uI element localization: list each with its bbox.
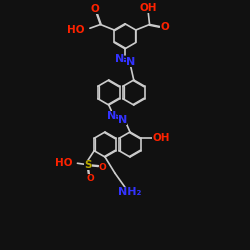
Text: OH: OH	[152, 133, 170, 143]
Text: N: N	[118, 115, 127, 125]
Text: NH₂: NH₂	[118, 187, 141, 197]
Text: N: N	[126, 58, 135, 68]
Text: OH: OH	[140, 3, 157, 13]
Text: N: N	[107, 110, 117, 120]
Text: N: N	[115, 54, 124, 64]
Text: O: O	[86, 174, 94, 183]
Text: HO: HO	[55, 158, 72, 168]
Text: HO: HO	[67, 25, 84, 35]
Text: S: S	[84, 160, 92, 170]
Text: O: O	[90, 4, 99, 14]
Text: O: O	[160, 22, 169, 32]
Text: O: O	[98, 163, 106, 172]
